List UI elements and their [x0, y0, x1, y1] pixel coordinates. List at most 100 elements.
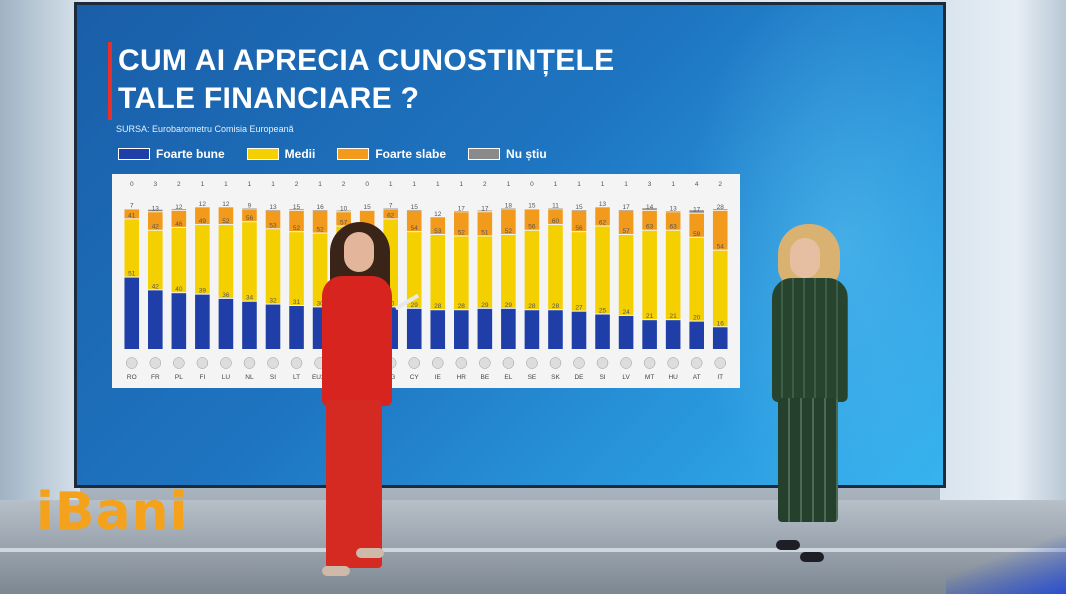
data-label: 7 — [130, 202, 134, 209]
floor-stripe — [0, 548, 1066, 552]
bar-segment — [218, 298, 234, 349]
flag-icon — [667, 357, 679, 369]
data-label: 52 — [505, 228, 513, 235]
bar-segment — [312, 209, 328, 211]
data-label: 1 — [601, 181, 605, 188]
flag-icon — [714, 357, 726, 369]
bar-segment — [689, 213, 704, 237]
category-label: SI — [270, 374, 276, 381]
bar-segment — [195, 208, 210, 225]
bar-segment — [336, 210, 351, 212]
flag-icon — [408, 357, 420, 369]
legend-label: Foarte slabe — [375, 147, 447, 161]
presenter-right-shoe — [800, 552, 824, 562]
data-label: 2 — [177, 181, 181, 188]
flag-icon — [526, 357, 538, 369]
data-label: 29 — [505, 302, 513, 309]
data-label: 21 — [670, 313, 678, 320]
bar-segment — [501, 209, 516, 234]
bar-segment — [665, 320, 681, 349]
bar-segment — [430, 310, 446, 349]
bar-segment — [218, 225, 234, 298]
stacked-bar-chart: 514170RO4242133FR4046122PL3949121FI36521… — [124, 181, 728, 381]
flag-icon — [690, 357, 703, 369]
bar-segment — [548, 209, 563, 225]
category-label: SE — [528, 374, 537, 381]
data-label: 1 — [271, 181, 275, 188]
data-label: 60 — [552, 218, 560, 225]
bar-segment — [571, 210, 587, 232]
bar-segment — [265, 229, 281, 304]
bar-segment — [289, 210, 304, 232]
bar-segment — [618, 234, 634, 315]
bar-segment — [501, 308, 516, 349]
bar-segment — [595, 314, 610, 349]
bar-segment — [689, 321, 704, 349]
flag-icon — [196, 357, 209, 369]
category-label: FI — [199, 374, 205, 381]
bar-segment — [642, 208, 657, 210]
category-label: SK — [551, 374, 560, 381]
bar-segment — [477, 210, 493, 212]
bar-segment — [524, 209, 540, 230]
bar-segment — [336, 212, 351, 226]
data-label: 7 — [389, 202, 393, 209]
bar-segment — [595, 207, 610, 208]
bar-segment — [548, 310, 563, 349]
legend-item-foarte-bune: Foarte bune — [118, 147, 225, 161]
presenter-left-face — [344, 232, 374, 272]
data-label: 15 — [293, 204, 301, 211]
data-label: 1 — [224, 181, 228, 188]
bar-segment — [124, 277, 140, 349]
data-label: 3 — [153, 181, 157, 188]
data-label: 15 — [575, 204, 583, 211]
bar-segment — [665, 211, 681, 212]
data-label: 17 — [622, 204, 630, 211]
bar-segment — [312, 210, 328, 233]
category-label: BE — [481, 374, 490, 381]
bar-segment — [571, 209, 587, 211]
data-label: 31 — [293, 299, 301, 306]
ibani-logo: iBani — [36, 482, 189, 542]
data-label: 12 — [199, 201, 207, 208]
legend-label: Nu știu — [506, 147, 547, 161]
data-label: 57 — [622, 228, 630, 235]
data-label: 1 — [624, 181, 628, 188]
title-line-1: CUM AI APRECIA CUNOSTINȚELE — [118, 44, 615, 77]
flag-icon — [643, 357, 656, 369]
data-label: 1 — [459, 181, 463, 188]
bar-segment — [124, 209, 140, 219]
data-label: 17 — [458, 205, 466, 212]
data-label: 63 — [646, 224, 654, 231]
data-label: 28 — [434, 303, 442, 310]
data-label: 1 — [507, 181, 511, 188]
data-label: 1 — [389, 181, 393, 188]
bar-segment — [689, 210, 704, 213]
bar-segment — [171, 293, 187, 349]
data-label: 42 — [152, 224, 160, 231]
data-label: 15 — [528, 202, 536, 209]
bar-segment — [406, 210, 422, 232]
bar-segment — [477, 236, 493, 308]
bar-segment — [665, 212, 681, 230]
category-label: IE — [435, 374, 442, 381]
data-label: 53 — [434, 228, 442, 235]
flag-icon — [173, 357, 185, 369]
data-label: 17 — [481, 205, 489, 212]
bar-segment — [571, 232, 587, 311]
category-label: EL — [504, 374, 512, 381]
data-label: 1 — [318, 181, 322, 188]
bar-segment — [406, 232, 422, 308]
data-label: 49 — [199, 218, 207, 225]
data-label: 46 — [175, 221, 183, 228]
data-label: 18 — [505, 202, 513, 209]
bar-segment — [454, 212, 469, 236]
bar-segment — [430, 217, 446, 234]
data-label: 34 — [246, 295, 254, 302]
data-label: 29 — [411, 302, 419, 309]
data-label: 12 — [434, 211, 442, 218]
presenter-right-shoe — [776, 540, 800, 550]
data-label: 13 — [599, 201, 607, 208]
data-label: 14 — [646, 204, 654, 211]
data-label: 52 — [222, 218, 230, 225]
